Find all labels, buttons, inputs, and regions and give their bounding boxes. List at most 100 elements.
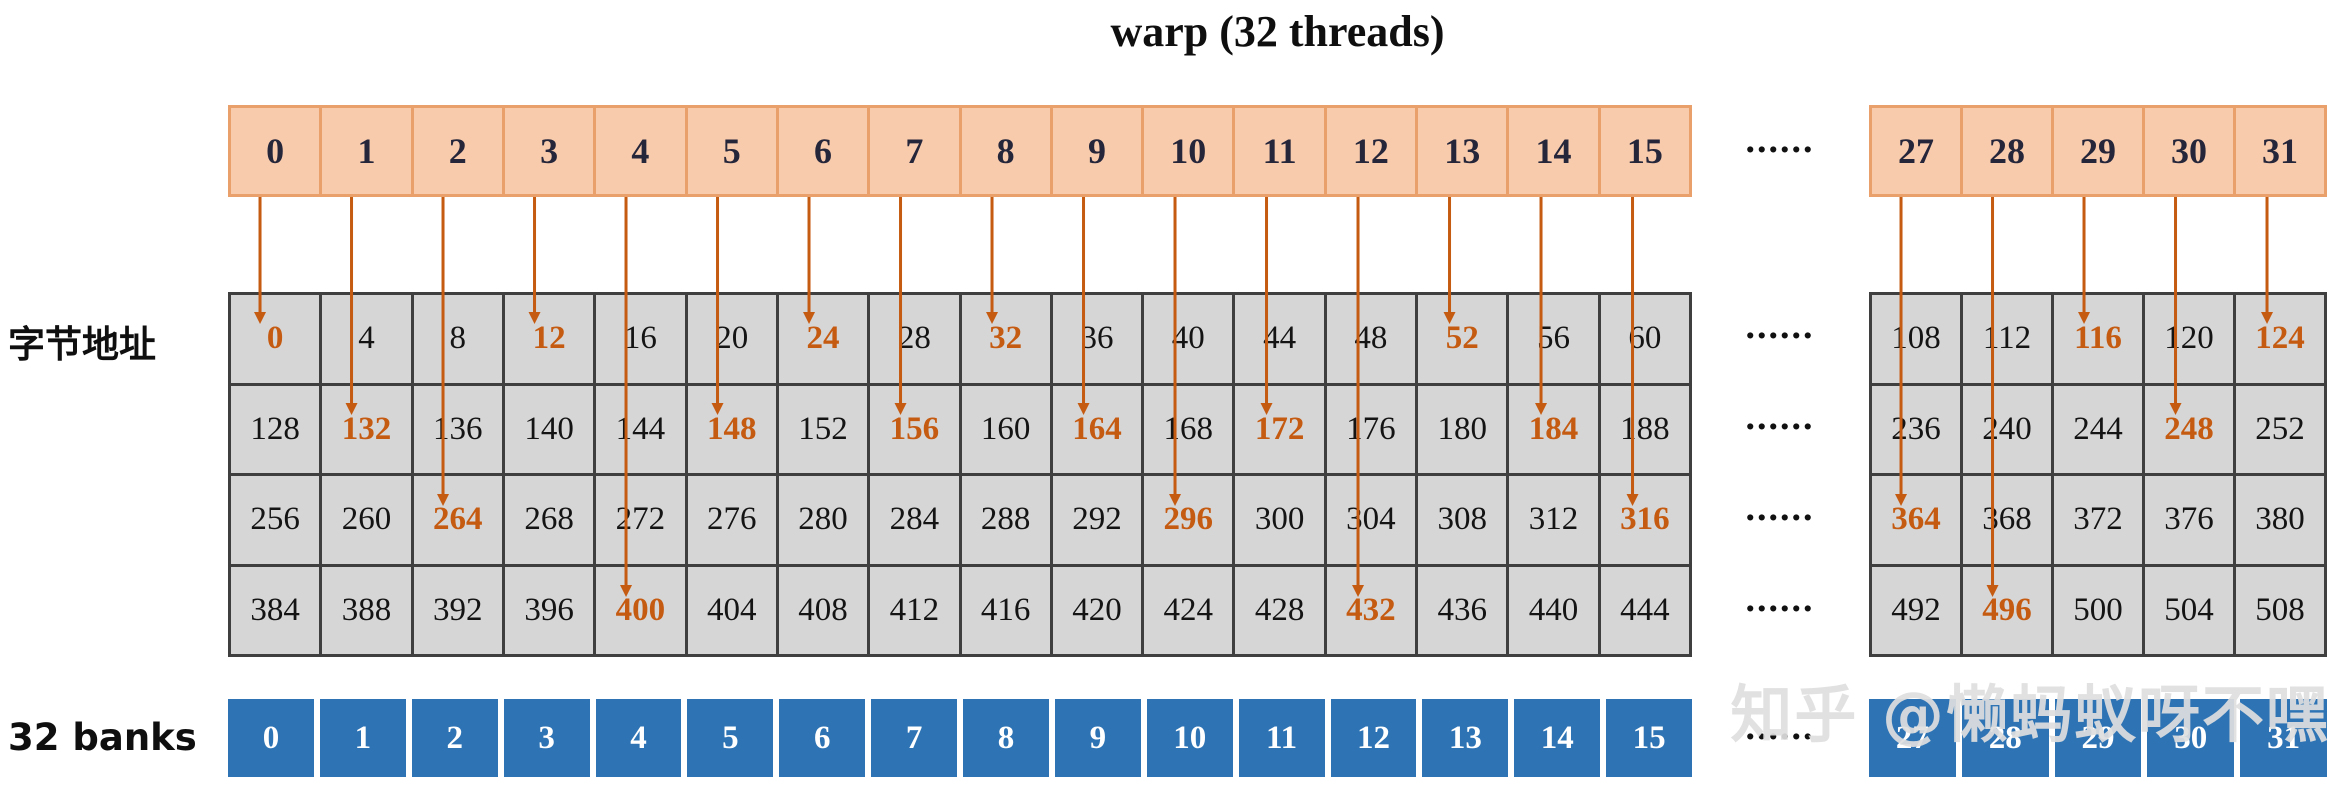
address-cell: 4 <box>322 295 411 383</box>
bank-cell: 29 <box>2054 699 2142 777</box>
address-grid-right: 108 112 116 120 124 236 240 244 248 252 364 368 372 3… <box>1869 292 2327 657</box>
address-cell: 252 <box>2236 385 2324 473</box>
bank-cell: 8 <box>963 699 1049 777</box>
address-cell: 264 <box>413 476 502 564</box>
address-cell: 396 <box>504 566 594 654</box>
address-cell: 256 <box>231 476 320 564</box>
address-cell: 276 <box>687 476 776 564</box>
banks-row-right: 27 28 29 30 31 <box>1869 699 2327 777</box>
address-cell: 20 <box>687 295 776 383</box>
byte-address-label: 字节地址 <box>8 323 156 366</box>
address-cell: 152 <box>778 385 868 473</box>
address-cell: 48 <box>1326 295 1416 383</box>
bank-cell: 12 <box>1330 699 1417 777</box>
ellipsis: ...... <box>1745 119 1815 161</box>
address-cell: 144 <box>596 385 685 473</box>
address-cell: 300 <box>1235 476 1324 564</box>
address-cell: 8 <box>413 295 502 383</box>
warp-thread-cell: 13 <box>1418 108 1510 194</box>
address-cell: 376 <box>2145 476 2233 564</box>
banks-label: 32 banks <box>8 716 197 759</box>
ellipsis: ...... <box>1745 487 1815 529</box>
bank-cell: 14 <box>1514 699 1601 777</box>
address-cell: 168 <box>1144 385 1233 473</box>
address-cell: 36 <box>1052 295 1142 383</box>
warp-thread-cell: 8 <box>962 108 1053 194</box>
bank-cell: 30 <box>2147 699 2235 777</box>
warp-thread-cell: 14 <box>1509 108 1601 194</box>
warp-thread-cell: 28 <box>1963 108 2054 194</box>
bank-cell: 7 <box>871 699 957 777</box>
bank-cell: 31 <box>2240 699 2327 777</box>
address-cell: 440 <box>1509 566 1598 654</box>
ellipsis: ...... <box>1745 706 1815 748</box>
address-cell: 500 <box>2054 566 2142 654</box>
address-cell: 236 <box>1872 385 1960 473</box>
address-cell: 492 <box>1872 566 1960 654</box>
address-grid-left: 0 4 8 12 16 20 24 28 32 36 40 44 48 52 56 60 128 132 136 14… <box>228 292 1692 657</box>
address-cell: 188 <box>1600 385 1689 473</box>
warp-thread-cell: 30 <box>2145 108 2236 194</box>
address-cell: 32 <box>961 295 1050 383</box>
bank-cell: 4 <box>595 699 682 777</box>
warp-thread-cell: 15 <box>1626 131 1663 171</box>
address-cell: 16 <box>596 295 685 383</box>
address-cell: 412 <box>870 566 959 654</box>
address-cell: 368 <box>1963 476 2051 564</box>
warp-row-left: 0 1 2 3 4 5 6 7 8 9 10 11 12 13 14 15 <box>228 105 1692 197</box>
warp-thread-cell: 3 <box>505 108 597 194</box>
address-cell: 140 <box>504 385 594 473</box>
bank-cell: 1 <box>319 699 406 777</box>
address-cell: 244 <box>2054 385 2142 473</box>
address-cell: 184 <box>1509 385 1598 473</box>
address-cell: 400 <box>596 566 685 654</box>
bank-cell: 6 <box>779 699 866 777</box>
address-cell: 112 <box>1963 295 2051 383</box>
address-cell: 388 <box>322 566 411 654</box>
watermark: 知乎 @懒蚂蚁呀不嘿 <box>1730 678 2330 751</box>
banks-row-left: 0 1 2 3 4 5 6 7 8 9 10 11 12 13 14 15 <box>228 699 1692 777</box>
bank-cell: 9 <box>1054 699 1141 777</box>
bank-cell: 13 <box>1422 699 1509 777</box>
address-cell: 424 <box>1144 566 1233 654</box>
address-cell: 128 <box>231 385 320 473</box>
address-cell: 268 <box>504 476 594 564</box>
warp-thread-cell: 10 <box>1144 108 1236 194</box>
bank-cell: 3 <box>503 699 590 777</box>
warp-thread-cell: 4 <box>596 108 688 194</box>
address-cell: 164 <box>1052 385 1142 473</box>
address-cell: 0 <box>231 295 320 383</box>
warp-thread-cell: 29 <box>2054 108 2145 194</box>
address-cell: 56 <box>1509 295 1598 383</box>
warp-row-right: 27 28 29 30 31 <box>1869 105 2327 197</box>
warp-thread-cell: 7 <box>870 108 962 194</box>
warp-thread-cell: 5 <box>688 108 779 194</box>
address-cell: 296 <box>1144 476 1233 564</box>
bank-cell: 27 <box>1869 699 1956 777</box>
address-cell: 116 <box>2054 295 2142 383</box>
ellipsis: ...... <box>1745 305 1815 347</box>
address-cell: 404 <box>687 566 776 654</box>
address-cell: 124 <box>2236 295 2324 383</box>
address-cell: 40 <box>1144 295 1233 383</box>
warp-thread-cell: 31 <box>2262 131 2298 171</box>
warp-thread-cell: 27 <box>1872 108 1963 194</box>
bank-cell: 15 <box>1606 699 1692 777</box>
bank-cell: 2 <box>411 699 498 777</box>
address-cell: 44 <box>1235 295 1324 383</box>
address-cell: 260 <box>322 476 411 564</box>
address-cell: 508 <box>2236 566 2324 654</box>
address-cell: 312 <box>1509 476 1598 564</box>
bank-cell: 5 <box>687 699 774 777</box>
address-cell: 408 <box>778 566 868 654</box>
bank-cell: 11 <box>1238 699 1325 777</box>
warp-thread-cell: 2 <box>414 108 505 194</box>
address-cell: 248 <box>2145 385 2233 473</box>
address-cell: 420 <box>1052 566 1142 654</box>
address-cell: 432 <box>1326 566 1416 654</box>
address-cell: 384 <box>231 566 320 654</box>
address-cell: 120 <box>2145 295 2233 383</box>
address-cell: 132 <box>322 385 411 473</box>
address-cell: 176 <box>1326 385 1416 473</box>
